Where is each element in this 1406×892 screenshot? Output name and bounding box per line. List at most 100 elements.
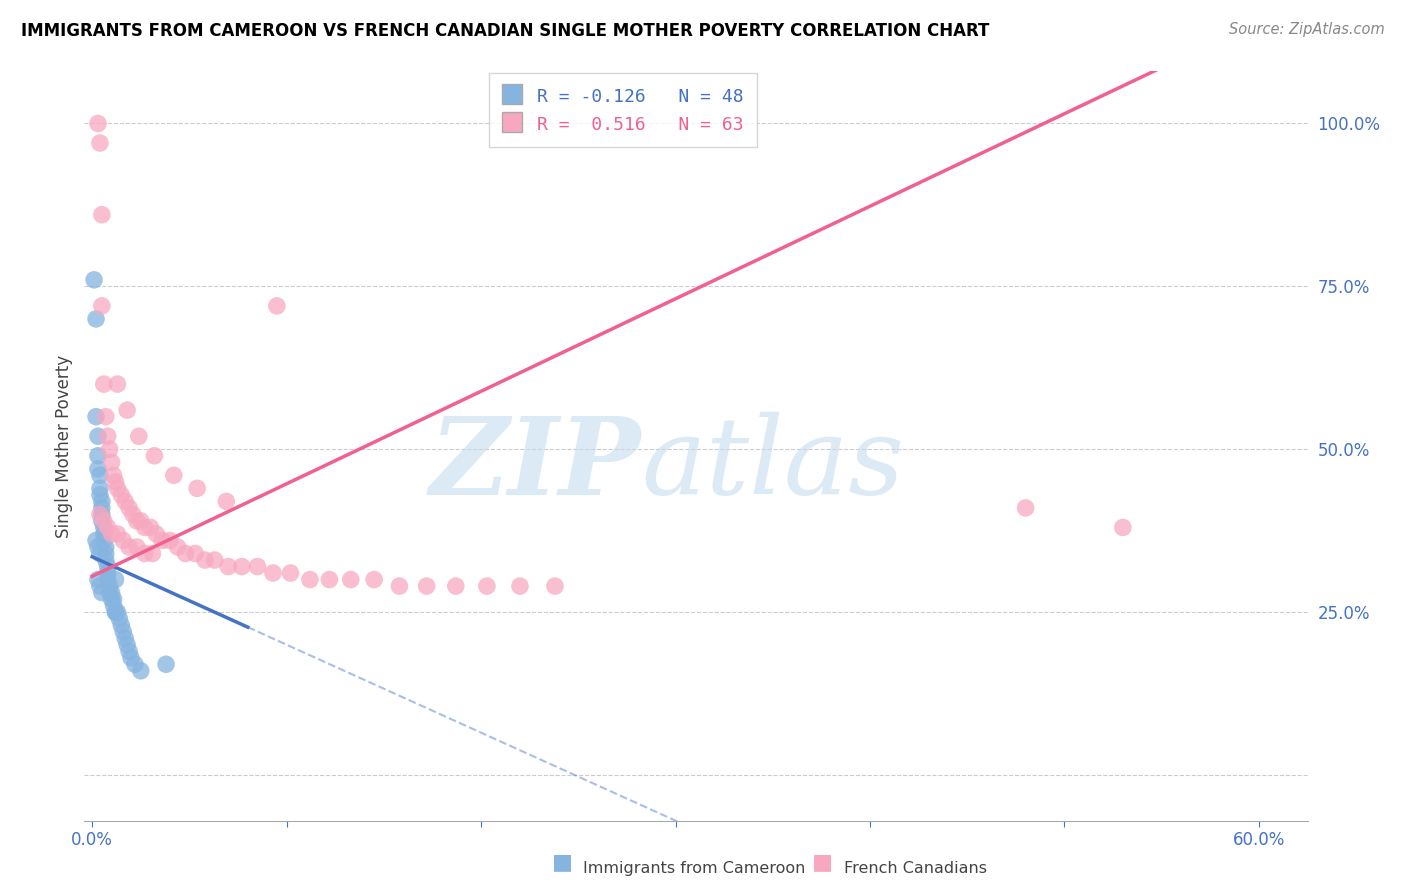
Point [118,644,141,658]
Y-axis label: Single Mother Poverty: Single Mother Poverty [55,354,73,538]
Point [94,553,117,567]
Point [155,657,177,672]
Point [415,579,437,593]
Text: ■: ■ [813,853,832,872]
Point [104,605,127,619]
Point [141,547,163,561]
Point [129,664,152,678]
Point [163,468,186,483]
Text: atlas: atlas [641,412,904,517]
Point [104,605,127,619]
Point [103,592,125,607]
Point [90,500,112,515]
Point [166,540,188,554]
Point [93,514,115,528]
Point [90,208,112,222]
Text: ■: ■ [553,853,572,872]
Point [159,533,181,548]
Point [118,540,141,554]
Point [280,566,302,580]
Point [125,540,148,554]
Point [107,481,129,495]
Point [100,527,122,541]
Point [115,638,138,652]
Point [89,468,111,483]
Point [110,618,132,632]
Point [246,559,269,574]
Point [93,527,115,541]
Point [388,579,411,593]
Point [1112,520,1135,534]
Point [107,605,129,619]
Point [100,585,122,599]
Point [97,559,120,574]
Point [112,624,135,639]
Legend: R = -0.126   N = 48, R =  0.516   N = 63: R = -0.126 N = 48, R = 0.516 N = 63 [488,73,756,147]
Point [87,462,110,476]
Text: French Canadians: French Canadians [844,861,987,876]
Point [145,527,167,541]
Point [107,527,129,541]
Point [215,494,238,508]
Point [108,612,131,626]
Point [87,540,110,554]
Point [89,579,111,593]
Point [112,533,135,548]
Point [231,559,253,574]
Point [107,377,129,392]
Point [125,514,148,528]
Point [89,508,111,522]
Point [90,585,112,599]
Point [174,547,197,561]
Point [94,547,117,561]
Point [89,488,111,502]
Point [93,377,115,392]
Point [114,631,136,645]
Point [134,547,156,561]
Point [444,579,467,593]
Point [94,409,117,424]
Point [363,573,385,587]
Point [122,508,145,522]
Point [89,547,111,561]
Text: ZIP: ZIP [430,412,641,517]
Point [84,533,107,548]
Point [150,533,173,548]
Point [266,299,288,313]
Point [339,573,361,587]
Point [184,547,207,561]
Point [103,599,125,613]
Point [98,585,121,599]
Text: IMMIGRANTS FROM CAMEROON VS FRENCH CANADIAN SINGLE MOTHER POVERTY CORRELATION CH: IMMIGRANTS FROM CAMEROON VS FRENCH CANAD… [21,22,990,40]
Point [134,520,156,534]
Point [97,566,120,580]
Point [90,514,112,528]
Point [104,475,127,489]
Point [97,520,120,534]
Point [110,488,132,502]
Point [98,442,121,457]
Point [87,449,110,463]
Point [103,468,125,483]
Point [98,579,121,593]
Point [318,573,340,587]
Point [100,455,122,469]
Point [475,579,498,593]
Point [143,449,166,463]
Point [90,508,112,522]
Point [90,494,112,508]
Point [104,573,127,587]
Point [90,299,112,313]
Point [129,514,152,528]
Point [115,403,138,417]
Point [217,559,239,574]
Point [124,657,146,672]
Text: Source: ZipAtlas.com: Source: ZipAtlas.com [1229,22,1385,37]
Text: Immigrants from Cameroon: Immigrants from Cameroon [583,861,806,876]
Point [83,273,105,287]
Point [128,429,150,443]
Point [204,553,226,567]
Point [93,520,115,534]
Point [87,429,110,443]
Point [89,481,111,495]
